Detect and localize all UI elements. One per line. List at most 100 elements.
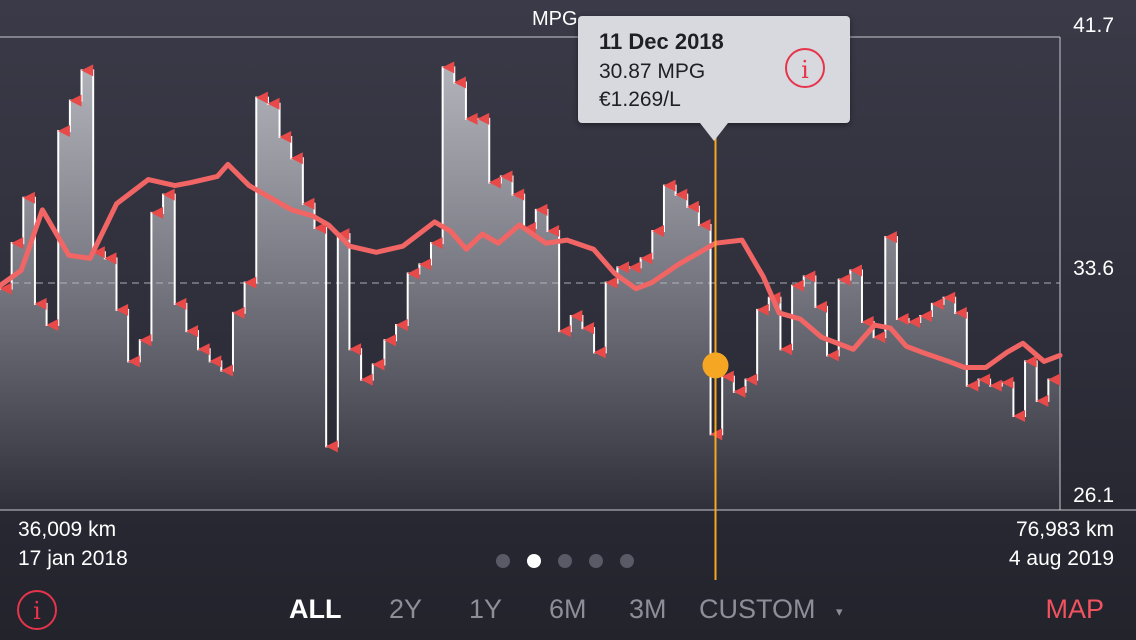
fillup-marker[interactable] (826, 349, 839, 362)
fillup-marker[interactable] (127, 355, 140, 368)
info-icon[interactable]: i (17, 590, 57, 630)
fillup-marker[interactable] (582, 322, 595, 335)
fillup-marker[interactable] (279, 131, 292, 144)
fillup-marker[interactable] (640, 252, 653, 265)
fillup-marker[interactable] (989, 379, 1002, 392)
range-6m-tab[interactable]: 6M (549, 594, 587, 624)
fillup-marker[interactable] (34, 297, 47, 310)
fillup-marker[interactable] (873, 331, 886, 344)
fillup-marker[interactable] (815, 300, 828, 313)
fillup-marker[interactable] (197, 343, 210, 356)
fillup-marker[interactable] (733, 385, 746, 398)
fillup-marker[interactable] (477, 112, 490, 125)
fillup-marker[interactable] (384, 334, 397, 347)
fillup-marker[interactable] (745, 373, 758, 386)
fillup-marker[interactable] (791, 279, 804, 292)
fillup-marker[interactable] (162, 188, 175, 201)
fillup-marker[interactable] (943, 291, 956, 304)
fillup-marker[interactable] (1001, 376, 1014, 389)
fillup-marker[interactable] (896, 312, 909, 325)
fillup-marker[interactable] (931, 297, 944, 310)
fillup-marker[interactable] (92, 246, 105, 259)
fillup-marker[interactable] (11, 237, 24, 250)
fillup-marker[interactable] (593, 346, 606, 359)
fillup-marker[interactable] (104, 252, 117, 265)
fillup-marker[interactable] (314, 222, 327, 235)
fillup-marker[interactable] (81, 64, 94, 77)
range-1y-tab[interactable]: 1Y (469, 594, 503, 624)
fillup-marker[interactable] (151, 206, 164, 219)
fillup-marker[interactable] (360, 373, 373, 386)
fillup-marker[interactable] (325, 440, 338, 453)
fillup-marker[interactable] (116, 303, 129, 316)
fillup-marker[interactable] (780, 343, 793, 356)
page-dot-active[interactable] (527, 554, 541, 568)
fillup-marker[interactable] (966, 379, 979, 392)
fillup-marker[interactable] (453, 76, 466, 89)
fillup-marker[interactable] (465, 112, 478, 125)
fillup-marker[interactable] (290, 152, 303, 165)
fillup-marker[interactable] (220, 364, 233, 377)
fillup-marker[interactable] (617, 261, 630, 274)
fillup-marker[interactable] (22, 191, 35, 204)
page-dot[interactable] (620, 554, 634, 568)
fillup-marker[interactable] (395, 319, 408, 332)
fillup-marker[interactable] (302, 197, 315, 210)
map-button[interactable]: MAP (1045, 594, 1104, 624)
fillup-marker[interactable] (686, 200, 699, 213)
fillup-marker[interactable] (978, 373, 991, 386)
fillup-marker[interactable] (651, 225, 664, 238)
page-dot[interactable] (496, 554, 510, 568)
fillup-marker[interactable] (605, 276, 618, 289)
fillup-marker[interactable] (570, 309, 583, 322)
fillup-marker[interactable] (756, 303, 769, 316)
fillup-marker[interactable] (512, 188, 525, 201)
fillup-marker[interactable] (675, 188, 688, 201)
fillup-marker[interactable] (908, 316, 921, 329)
fillup-marker[interactable] (407, 267, 420, 280)
fillup-marker[interactable] (523, 222, 536, 235)
fillup-marker[interactable] (174, 297, 187, 310)
fillup-marker[interactable] (488, 176, 501, 189)
fillup-marker[interactable] (803, 270, 816, 283)
fillup-marker[interactable] (861, 316, 874, 329)
fillup-marker[interactable] (418, 258, 431, 271)
fillup-marker[interactable] (535, 203, 548, 216)
fillup-marker[interactable] (139, 334, 152, 347)
fillup-marker[interactable] (919, 309, 932, 322)
fillup-marker[interactable] (1024, 355, 1037, 368)
range-custom-tab[interactable]: CUSTOM (699, 594, 816, 624)
fillup-marker[interactable] (0, 282, 12, 295)
page-dot[interactable] (558, 554, 572, 568)
fillup-marker[interactable] (663, 179, 676, 192)
fillup-marker[interactable] (209, 355, 222, 368)
fillup-marker[interactable] (1036, 394, 1049, 407)
fillup-marker[interactable] (232, 306, 245, 319)
fillup-marker[interactable] (954, 306, 967, 319)
fillup-marker[interactable] (69, 94, 82, 107)
fillup-marker[interactable] (547, 225, 560, 238)
fillup-marker[interactable] (267, 97, 280, 110)
fillup-marker[interactable] (721, 370, 734, 383)
fillup-marker[interactable] (186, 325, 199, 338)
page-dot[interactable] (589, 554, 603, 568)
range-3m-tab[interactable]: 3M (629, 594, 667, 624)
fillup-marker[interactable] (849, 264, 862, 277)
fillup-marker[interactable] (244, 276, 257, 289)
range-all-tab[interactable]: ALL (289, 594, 342, 624)
fillup-marker[interactable] (255, 91, 268, 104)
fillup-marker[interactable] (1048, 373, 1060, 386)
fillup-marker[interactable] (698, 218, 711, 231)
fillup-marker[interactable] (442, 61, 455, 74)
fillup-marker[interactable] (349, 343, 362, 356)
fillup-marker[interactable] (628, 261, 641, 274)
fillup-marker[interactable] (558, 325, 571, 338)
fillup-marker[interactable] (838, 273, 851, 286)
fillup-marker[interactable] (372, 358, 385, 371)
fillup-marker[interactable] (430, 237, 443, 250)
fillup-marker[interactable] (46, 319, 59, 332)
fillup-marker[interactable] (1013, 410, 1026, 423)
range-2y-tab[interactable]: 2Y (389, 594, 423, 624)
info-icon[interactable]: i (785, 48, 825, 88)
